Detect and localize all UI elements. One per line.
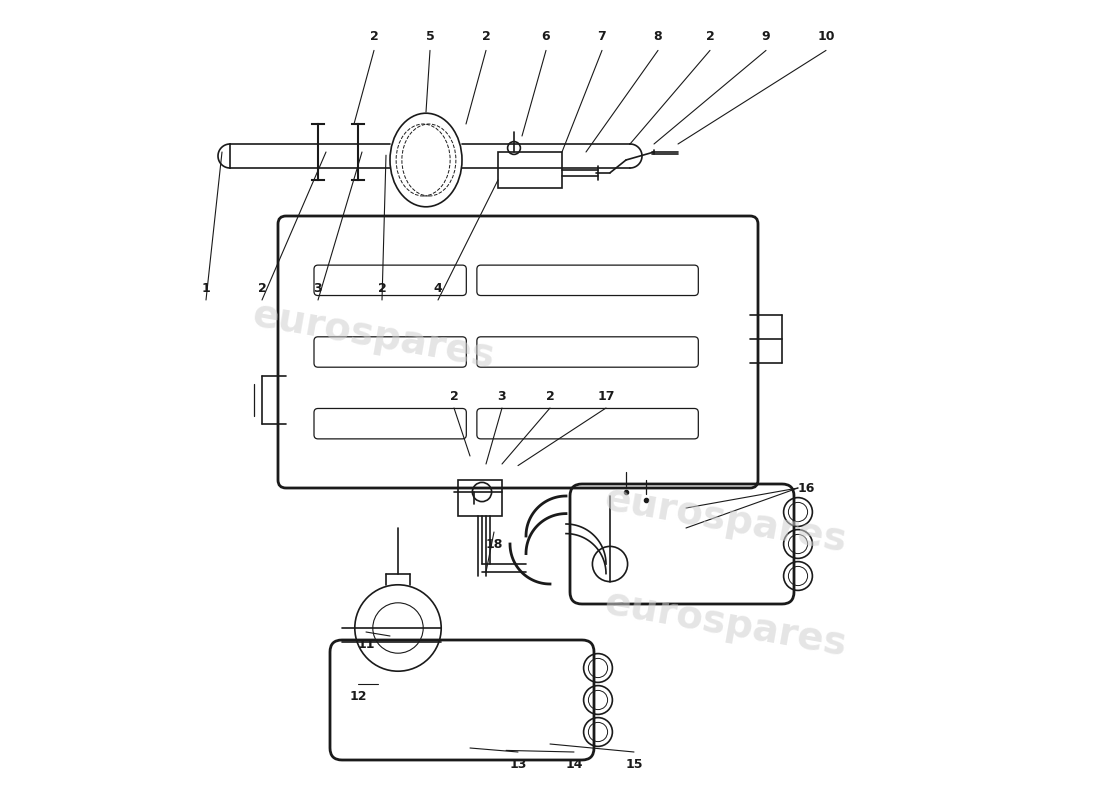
Text: 1: 1 (201, 282, 210, 294)
Text: 10: 10 (817, 30, 835, 42)
Text: eurospares: eurospares (602, 584, 850, 664)
Text: 2: 2 (450, 390, 459, 402)
Text: 9: 9 (761, 30, 770, 42)
Text: 13: 13 (509, 758, 527, 770)
Bar (498, 152, 562, 188)
Text: 2: 2 (482, 30, 491, 42)
Text: 4: 4 (433, 282, 442, 294)
Text: 6: 6 (541, 30, 550, 42)
Text: 2: 2 (257, 282, 266, 294)
Text: 8: 8 (653, 30, 662, 42)
Text: 15: 15 (625, 758, 642, 770)
Text: 3: 3 (497, 390, 506, 402)
Text: 7: 7 (597, 30, 606, 42)
Text: 2: 2 (546, 390, 554, 402)
Text: 3: 3 (314, 282, 322, 294)
Text: 5: 5 (426, 30, 434, 42)
Text: 2: 2 (370, 30, 378, 42)
Bar (458, 480, 502, 516)
Text: 18: 18 (485, 538, 503, 550)
Text: 11: 11 (358, 638, 375, 650)
Text: 2: 2 (705, 30, 714, 42)
Text: eurospares: eurospares (250, 296, 498, 376)
Text: eurospares: eurospares (602, 480, 850, 560)
Text: 16: 16 (798, 482, 815, 494)
Text: 14: 14 (565, 758, 583, 770)
Text: 17: 17 (597, 390, 615, 402)
Text: 12: 12 (350, 690, 366, 702)
Text: 2: 2 (377, 282, 386, 294)
